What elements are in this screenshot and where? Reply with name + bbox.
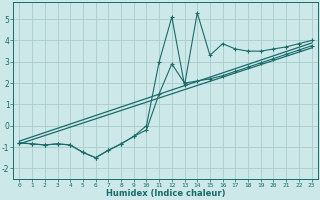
X-axis label: Humidex (Indice chaleur): Humidex (Indice chaleur) <box>106 189 225 198</box>
